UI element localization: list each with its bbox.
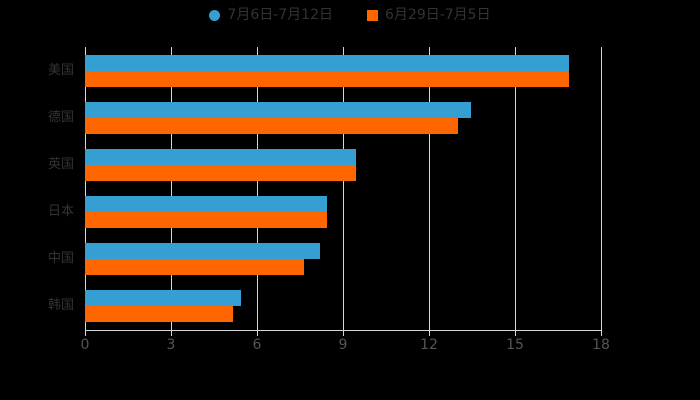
gridline [343,47,344,330]
y-axis-label: 德国 [47,109,74,125]
legend-label-series-0: 7月6日-7月12日 [227,7,333,23]
bar[interactable] [85,196,328,213]
gridline [515,47,516,330]
bar[interactable] [85,164,356,181]
x-axis-tick [85,330,86,336]
x-axis-tick-label: 18 [592,337,610,353]
legend-label-series-1: 6月29日-7月5日 [385,7,491,23]
plot-area [85,47,602,330]
bar[interactable] [85,212,328,229]
y-axis-label: 英国 [47,156,74,172]
x-axis-tick [257,330,258,336]
x-axis-tick-label: 3 [166,337,176,353]
x-axis-tick [429,330,430,336]
gridline [171,47,172,330]
y-axis-category-labels: 美国德国英国日本中国韩国 [0,47,74,330]
legend-entry-series-0[interactable]: 7月6日-7月12日 [209,8,333,22]
x-axis-tick-label: 12 [420,337,438,353]
legend-entry-series-1[interactable]: 6月29日-7月5日 [367,8,491,22]
x-axis-tick-label: 15 [506,337,524,353]
bar[interactable] [85,148,356,165]
legend-marker-square-icon [367,9,378,21]
x-axis-tick [171,330,172,336]
bar[interactable] [85,243,321,260]
chart-legend: 7月6日-7月12日 6月29日-7月5日 [0,8,700,22]
x-axis-tick [515,330,516,336]
x-axis-tick [343,330,344,336]
bar[interactable] [85,259,305,276]
bar[interactable] [85,54,570,71]
bar[interactable] [85,70,570,87]
x-axis-tick-label: 9 [338,337,348,353]
gridline [601,47,602,330]
gridline [85,47,86,330]
bar[interactable] [85,117,458,134]
x-axis-tick-label: 0 [80,337,90,353]
gridline [257,47,258,330]
y-axis-label: 日本 [47,204,74,220]
gridline [429,47,430,330]
bar[interactable] [85,290,242,307]
y-axis-label: 美国 [47,62,74,78]
bar[interactable] [85,306,233,323]
x-axis-tick-label: 6 [252,337,262,353]
bar[interactable] [85,101,471,118]
x-axis-tick [601,330,602,336]
y-axis-label: 中国 [47,251,74,267]
y-axis-label: 韩国 [47,298,74,314]
legend-marker-circle-icon [209,9,221,21]
